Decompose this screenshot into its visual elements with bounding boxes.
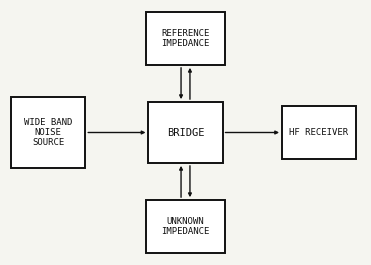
Text: HF RECEIVER: HF RECEIVER <box>289 128 349 137</box>
Bar <box>11 97 85 168</box>
Bar <box>148 102 223 163</box>
Bar <box>145 200 226 253</box>
Text: REFERENCE
IMPEDANCE: REFERENCE IMPEDANCE <box>161 29 210 48</box>
Text: WIDE BAND
NOISE
SOURCE: WIDE BAND NOISE SOURCE <box>24 118 72 147</box>
Text: UNKNOWN
IMPEDANCE: UNKNOWN IMPEDANCE <box>161 217 210 236</box>
Text: BRIDGE: BRIDGE <box>167 127 204 138</box>
Bar <box>282 106 356 159</box>
Bar <box>145 12 226 65</box>
